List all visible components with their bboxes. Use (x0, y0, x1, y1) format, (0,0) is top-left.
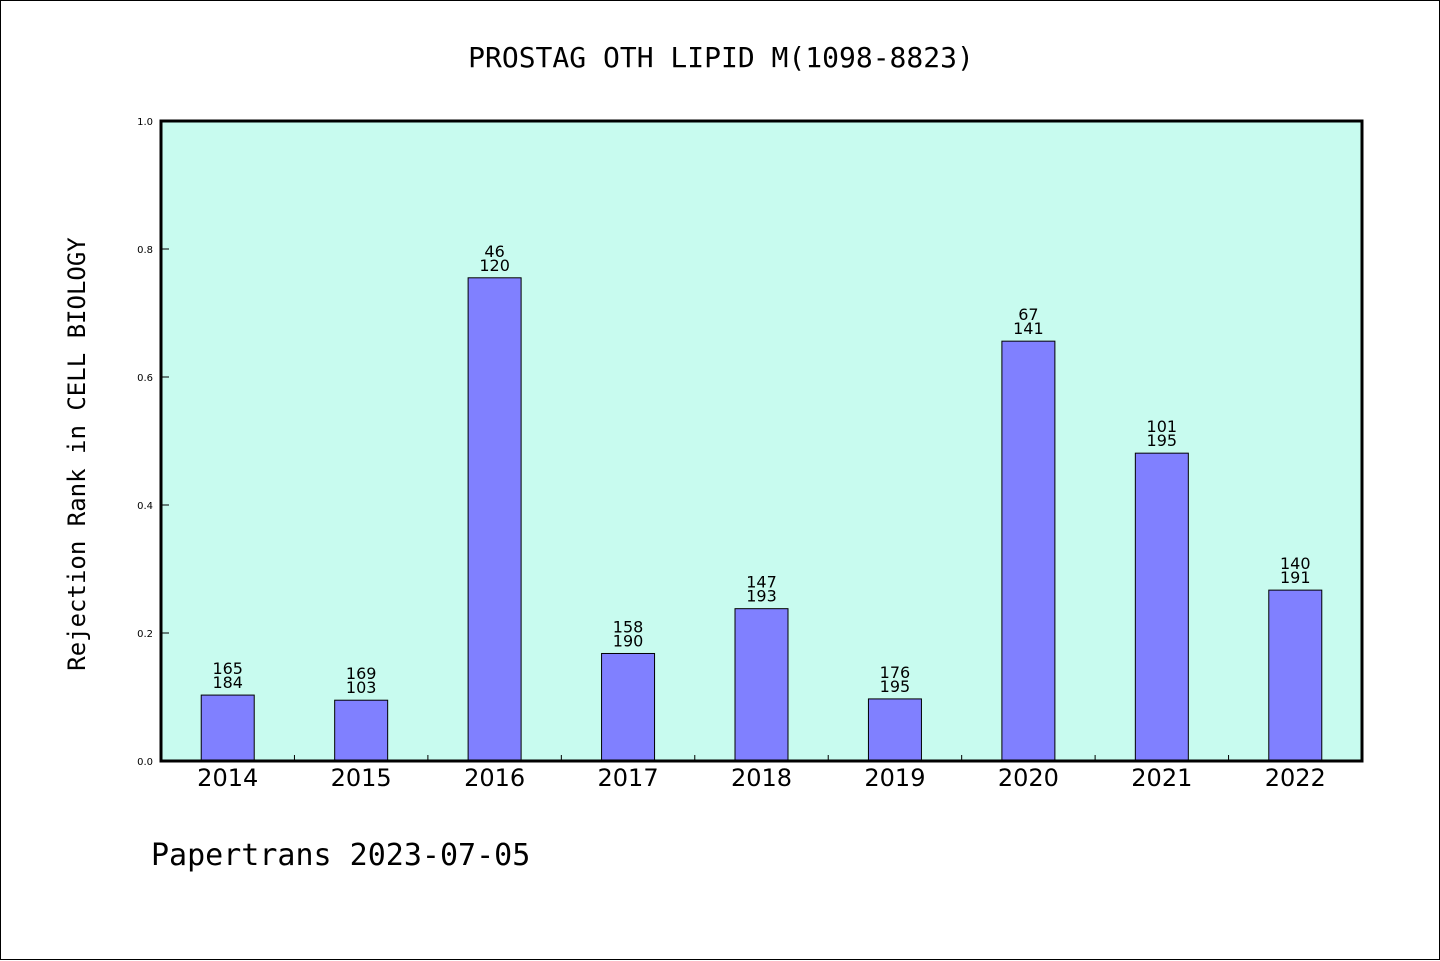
y-tick-label: 0.6 (137, 373, 153, 384)
bar-label-bottom: 191 (1280, 568, 1311, 587)
bar-label-top: 169 (346, 664, 377, 683)
x-tick-label: 2021 (1131, 764, 1192, 792)
bar-label-top: 147 (746, 573, 777, 592)
x-tick-label: 2017 (598, 764, 659, 792)
bar-label-top: 165 (212, 659, 243, 678)
plot-border (159, 119, 1364, 763)
bar-label-top: 158 (613, 617, 644, 636)
footer-text: Papertrans 2023-07-05 (151, 838, 530, 873)
x-tick-label: 2022 (1265, 764, 1326, 792)
y-tick-label: 0.8 (137, 245, 153, 256)
x-tick-label: 2019 (864, 764, 925, 792)
y-tick-label: 0.2 (137, 629, 153, 640)
bar-2015 (334, 699, 389, 762)
bar-2014 (200, 694, 255, 762)
y-tick-label: 0.4 (137, 501, 153, 512)
bar-label-bottom: 103 (346, 678, 377, 697)
bar-label-bottom: 184 (212, 673, 243, 692)
bar-label-bottom: 195 (1147, 431, 1178, 450)
x-tick-label: 2016 (464, 764, 525, 792)
bar-2020 (1001, 340, 1056, 762)
y-tick-label: 1.0 (137, 117, 153, 128)
bar-2017 (601, 652, 656, 762)
y-axis-label: Rejection Rank in CELL BIOLOGY (63, 237, 91, 671)
bar-label-top: 101 (1147, 417, 1178, 436)
x-tick-label: 2018 (731, 764, 792, 792)
bar-label-bottom: 120 (479, 256, 510, 275)
bar-2018 (734, 608, 789, 762)
chart-title: PROSTAG OTH LIPID M(1098-8823) (468, 41, 974, 74)
x-tick-label: 2015 (331, 764, 392, 792)
bar-label-top: 140 (1280, 554, 1311, 573)
x-tick-label: 2020 (998, 764, 1059, 792)
x-tick-label: 2014 (197, 764, 258, 792)
bar-label-bottom: 195 (880, 677, 911, 696)
bar-2019 (867, 698, 922, 762)
bar-2016 (467, 277, 522, 762)
bar-label-bottom: 193 (746, 587, 777, 606)
bar-label-bottom: 190 (613, 631, 644, 650)
bar-label-top: 46 (484, 242, 504, 261)
bar-2022 (1268, 589, 1323, 762)
bar-label-top: 176 (880, 663, 911, 682)
y-tick-label: 0.0 (137, 757, 153, 768)
bar-label-top: 67 (1018, 305, 1038, 324)
bar-label-bottom: 141 (1013, 319, 1044, 338)
bar-2021 (1134, 452, 1189, 762)
